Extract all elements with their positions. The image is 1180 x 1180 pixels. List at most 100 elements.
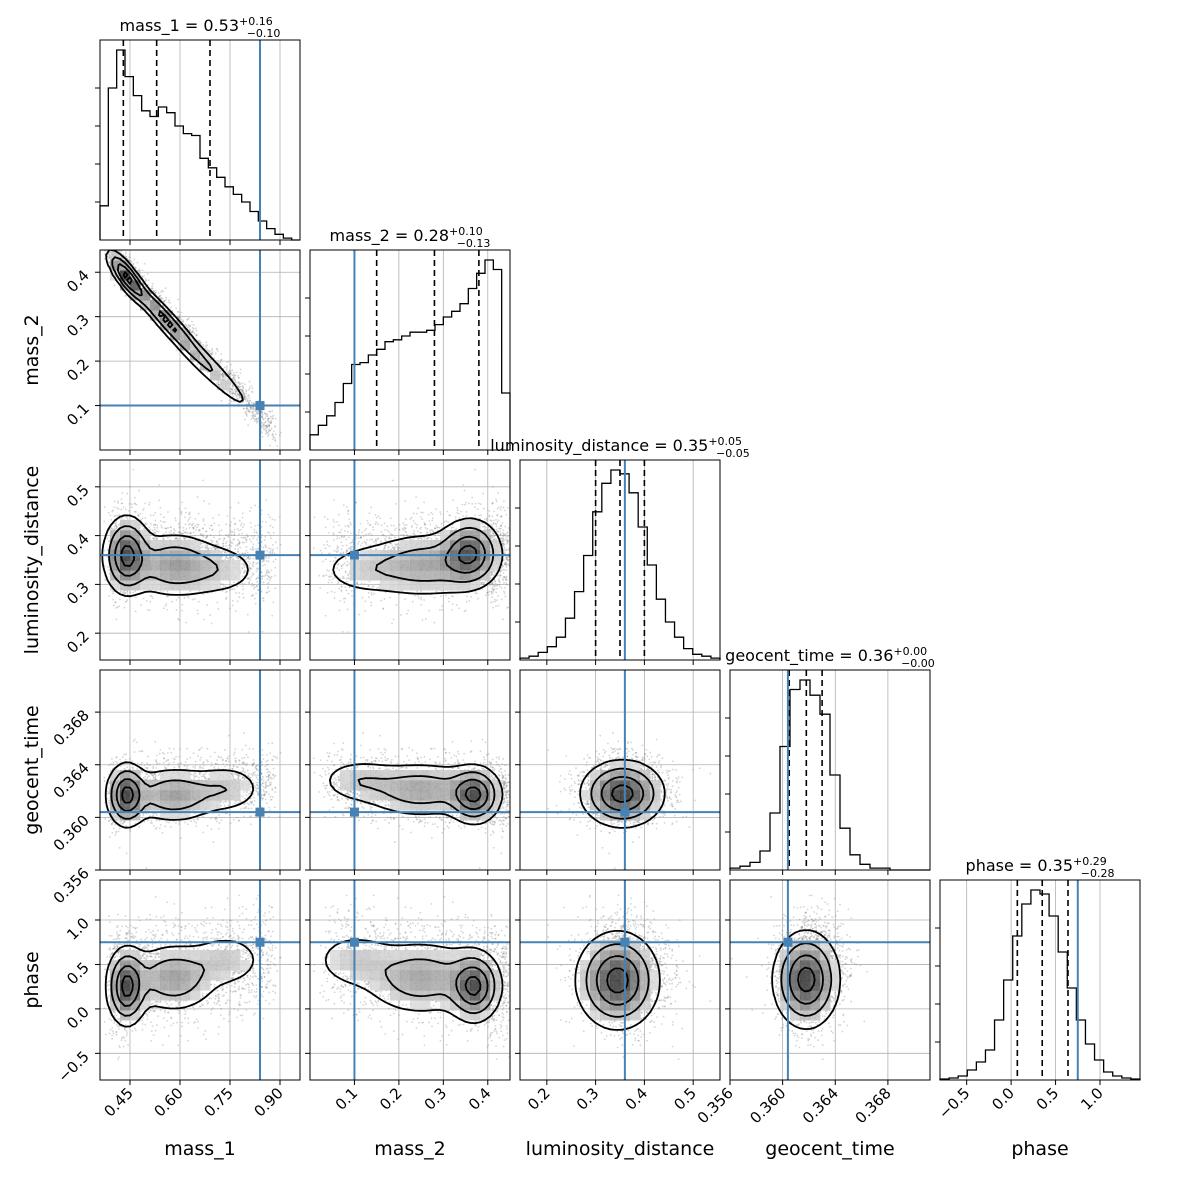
scatter-point xyxy=(113,515,116,518)
scatter-point xyxy=(264,417,267,420)
scatter-point xyxy=(257,589,260,591)
scatter-point xyxy=(279,431,282,434)
scatter-point xyxy=(163,300,166,303)
scatter-point xyxy=(245,396,247,399)
scatter-point xyxy=(312,547,315,550)
scatter-point xyxy=(178,522,181,524)
scatter-point xyxy=(233,531,236,534)
scatter-point xyxy=(229,371,232,374)
scatter-point xyxy=(252,594,255,597)
scatter-point xyxy=(233,374,236,376)
scatter-point xyxy=(238,540,241,543)
scatter-point xyxy=(205,530,208,533)
scatter-point xyxy=(363,583,366,585)
scatter-point xyxy=(197,512,200,515)
scatter-point xyxy=(167,536,169,539)
scatter-point xyxy=(267,430,270,433)
scatter-point xyxy=(170,306,172,309)
scatter-point xyxy=(113,506,116,509)
scatter-point xyxy=(111,246,113,248)
scatter-point xyxy=(112,247,114,249)
scatter-point xyxy=(202,527,204,530)
scatter-point xyxy=(133,258,136,261)
scatter-point xyxy=(168,299,170,302)
scatter-point xyxy=(108,595,110,597)
scatter-point xyxy=(234,374,237,377)
scatter-point xyxy=(505,583,508,586)
scatter-point xyxy=(140,518,143,521)
scatter-point xyxy=(337,582,339,585)
scatter-point xyxy=(497,575,499,577)
scatter-point xyxy=(224,378,226,381)
scatter-point xyxy=(238,542,241,544)
scatter-point xyxy=(243,393,246,395)
scatter-point xyxy=(114,522,117,525)
scatter-point xyxy=(223,537,226,540)
scatter-point xyxy=(234,390,237,392)
scatter-point xyxy=(166,595,168,598)
scatter-point xyxy=(460,510,463,513)
scatter-point xyxy=(236,543,239,546)
panel-frame xyxy=(729,669,931,871)
scatter-point xyxy=(152,537,155,540)
scatter-point xyxy=(264,413,267,416)
scatter-point xyxy=(263,425,266,428)
scatter-point xyxy=(140,604,142,606)
scatter-point xyxy=(134,511,137,513)
scatter-point xyxy=(270,569,273,572)
scatter-point xyxy=(253,586,256,589)
scatter-point xyxy=(432,530,435,533)
scatter-point xyxy=(252,408,255,411)
scatter-point xyxy=(122,258,125,261)
scatter-point xyxy=(213,522,216,525)
scatter-point xyxy=(263,422,265,425)
scatter-point xyxy=(220,556,223,558)
scatter-point xyxy=(134,590,137,593)
scatter-point xyxy=(249,557,252,559)
panel-frame xyxy=(309,249,511,451)
scatter-point xyxy=(244,395,247,398)
scatter-point xyxy=(155,537,158,540)
scatter-point xyxy=(227,535,230,538)
scatter-point xyxy=(146,272,149,275)
scatter-point xyxy=(181,603,184,606)
scatter-point xyxy=(224,591,227,594)
scatter-point xyxy=(222,545,225,548)
scatter-point xyxy=(177,310,180,313)
scatter-point xyxy=(106,566,109,568)
density-cell xyxy=(130,580,141,591)
scatter-point xyxy=(232,534,235,537)
scatter-point xyxy=(505,513,508,516)
scatter-point xyxy=(155,537,157,540)
scatter-point xyxy=(266,426,269,429)
scatter-point xyxy=(137,514,140,517)
scatter-point xyxy=(420,603,423,606)
scatter-point xyxy=(243,395,246,398)
scatter-point xyxy=(205,341,208,344)
scatter-point xyxy=(144,502,146,505)
scatter-point xyxy=(241,568,244,570)
scatter-point xyxy=(265,560,268,562)
scatter-point xyxy=(202,345,205,348)
scatter-point xyxy=(357,531,360,534)
scatter-point xyxy=(252,565,255,568)
scatter-point xyxy=(113,604,115,607)
scatter-point xyxy=(187,324,189,326)
scatter-point xyxy=(204,530,207,533)
scatter-point xyxy=(240,528,242,531)
scatter-point xyxy=(253,531,256,534)
scatter-point xyxy=(248,577,250,579)
scatter-point xyxy=(177,298,180,301)
scatter-point xyxy=(245,390,248,393)
scatter-point xyxy=(262,600,265,602)
scatter-point xyxy=(450,595,453,597)
scatter-point xyxy=(201,533,203,536)
scatter-point xyxy=(228,544,231,547)
scatter-point xyxy=(131,261,133,264)
scatter-point xyxy=(205,536,207,539)
scatter-point xyxy=(243,571,246,574)
scatter-point xyxy=(182,319,185,322)
scatter-point xyxy=(178,525,181,528)
scatter-point xyxy=(251,549,254,551)
scatter-point xyxy=(154,519,157,522)
